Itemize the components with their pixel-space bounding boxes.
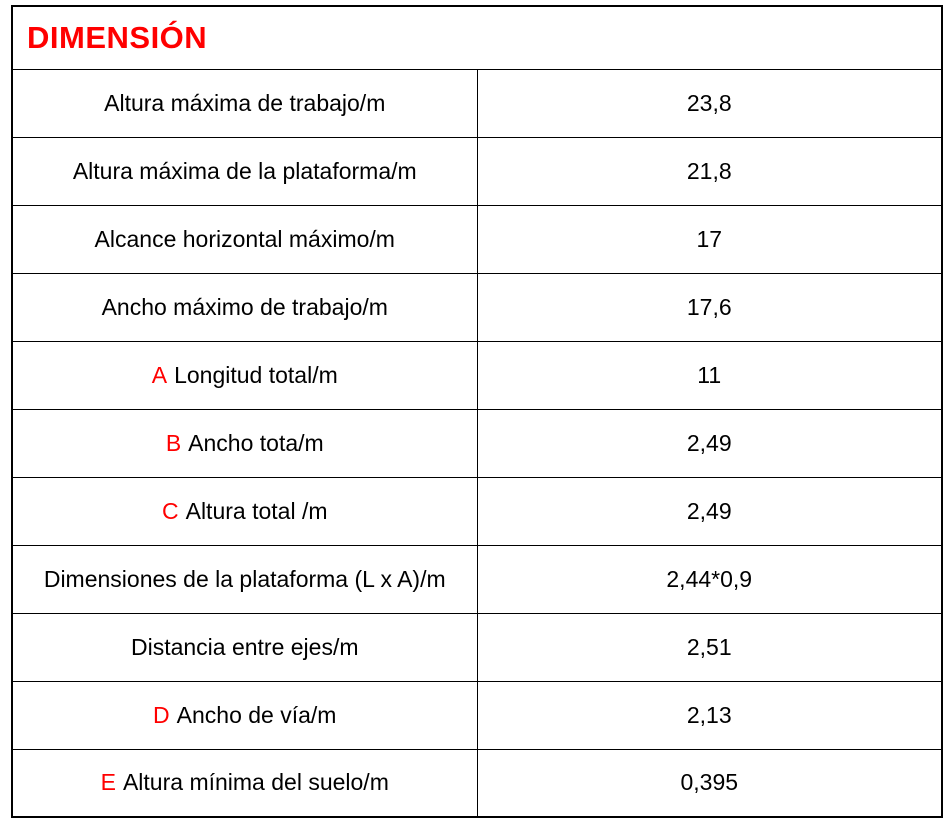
row-label: Longitud total/m bbox=[174, 361, 338, 388]
row-label-cell: Altura máxima de la plataforma/m bbox=[11, 136, 478, 206]
table-row: B Ancho tota/m 2,49 bbox=[11, 408, 943, 478]
table-row: Distancia entre ejes/m 2,51 bbox=[11, 612, 943, 682]
row-label-cell: Ancho máximo de trabajo/m bbox=[11, 272, 478, 342]
row-label: Altura mínima del suelo/m bbox=[122, 769, 389, 796]
row-letter-prefix: E bbox=[100, 769, 116, 796]
row-value: 2,51 bbox=[476, 612, 943, 682]
row-label: Altura total /m bbox=[185, 497, 328, 524]
table-row: C Altura total /m 2,49 bbox=[11, 476, 943, 546]
row-label-cell: C Altura total /m bbox=[11, 476, 478, 546]
row-value: 11 bbox=[476, 340, 943, 410]
table-row: E Altura mínima del suelo/m 0,395 bbox=[11, 748, 943, 818]
row-value: 17,6 bbox=[476, 272, 943, 342]
row-label-cell: B Ancho tota/m bbox=[11, 408, 478, 478]
row-label-cell: Distancia entre ejes/m bbox=[11, 612, 478, 682]
row-label-cell: Altura máxima de trabajo/m bbox=[11, 68, 478, 138]
row-value: 0,395 bbox=[476, 748, 943, 818]
row-label: Alcance horizontal máximo/m bbox=[94, 225, 395, 252]
table-row: A Longitud total/m 11 bbox=[11, 340, 943, 410]
row-label-cell: D Ancho de vía/m bbox=[11, 680, 478, 750]
row-value: 23,8 bbox=[476, 68, 943, 138]
row-value: 2,49 bbox=[476, 476, 943, 546]
row-label-cell: A Longitud total/m bbox=[11, 340, 478, 410]
row-letter-prefix: D bbox=[153, 701, 170, 728]
row-label-cell: Alcance horizontal máximo/m bbox=[11, 204, 478, 274]
row-label: Ancho tota/m bbox=[188, 429, 324, 456]
table-row: Ancho máximo de trabajo/m 17,6 bbox=[11, 272, 943, 342]
table-row: Altura máxima de trabajo/m 23,8 bbox=[11, 68, 943, 138]
row-value: 17 bbox=[476, 204, 943, 274]
row-letter-prefix: B bbox=[165, 429, 182, 456]
table-title: DIMENSIÓN bbox=[11, 5, 943, 70]
table-row: Dimensiones de la plataforma (L x A)/m 2… bbox=[11, 544, 943, 614]
row-label: Altura máxima de la plataforma/m bbox=[72, 157, 417, 184]
table-row: Altura máxima de la plataforma/m 21,8 bbox=[11, 136, 943, 206]
row-value: 2,49 bbox=[476, 408, 943, 478]
row-value: 2,44*0,9 bbox=[476, 544, 943, 614]
row-label: Ancho de vía/m bbox=[176, 701, 337, 728]
row-label: Altura máxima de trabajo/m bbox=[104, 89, 386, 116]
row-label-cell: Dimensiones de la plataforma (L x A)/m bbox=[11, 544, 478, 614]
row-value: 21,8 bbox=[476, 136, 943, 206]
table-row: D Ancho de vía/m 2,13 bbox=[11, 680, 943, 750]
row-label: Dimensiones de la plataforma (L x A)/m bbox=[43, 565, 446, 592]
row-letter-prefix: C bbox=[161, 497, 179, 524]
row-label-cell: E Altura mínima del suelo/m bbox=[11, 748, 478, 818]
row-value: 2,13 bbox=[476, 680, 943, 750]
row-letter-prefix: A bbox=[151, 361, 168, 388]
row-label: Ancho máximo de trabajo/m bbox=[101, 293, 388, 320]
table-header-row: DIMENSIÓN bbox=[11, 5, 943, 70]
dimension-spec-table: DIMENSIÓN Altura máxima de trabajo/m 23,… bbox=[11, 5, 943, 818]
row-label: Distancia entre ejes/m bbox=[130, 633, 359, 660]
table-row: Alcance horizontal máximo/m 17 bbox=[11, 204, 943, 274]
